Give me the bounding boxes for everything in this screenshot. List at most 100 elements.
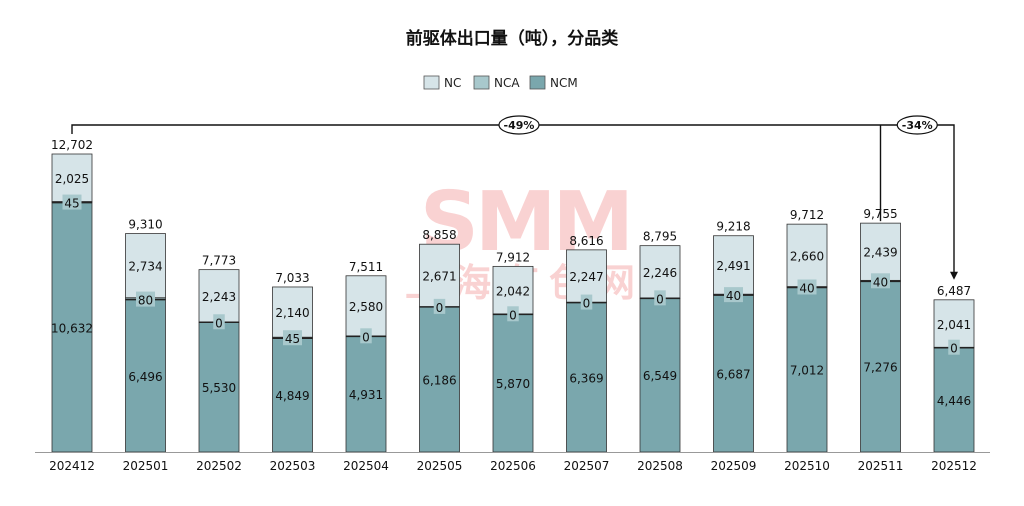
bar-nc-202502 — [198, 269, 240, 323]
label-nc-202503: 2,140 — [275, 306, 309, 320]
label-bg-nca — [724, 287, 743, 303]
bar-group-202503: 4,849 45 2,140 7,033 — [272, 271, 313, 453]
label-ncm-202504: 4,931 — [349, 388, 383, 402]
bar-ncm-202502 — [198, 321, 240, 453]
label-nca-202507: 0 — [583, 297, 591, 311]
label-ncm-202502: 5,530 — [202, 381, 236, 395]
bar-group-202412: 10,632 45 2,025 12,702 — [51, 138, 93, 453]
x-tick-202501: 202501 — [123, 459, 169, 473]
x-tick-202503: 202503 — [270, 459, 316, 473]
label-bg-nca — [507, 306, 519, 322]
label-total-202506: 7,912 — [496, 250, 530, 264]
bar-ncm-202511 — [860, 280, 901, 453]
bar-nc-202510 — [786, 223, 828, 287]
label-total-202509: 9,218 — [716, 220, 750, 234]
bars: 10,632 45 2,025 12,702 6,496 80 2,734 9,310 5,53… — [51, 138, 975, 453]
label-nc-202502: 2,243 — [202, 290, 236, 304]
label-total-202502: 7,773 — [202, 254, 236, 268]
label-total-202512: 6,487 — [937, 284, 971, 298]
legend-swatch-nc — [423, 75, 440, 90]
label-bg-nca — [213, 314, 225, 330]
x-tick-202507: 202507 — [564, 459, 610, 473]
label-bg-nca — [136, 291, 155, 307]
label-ncm-202505: 6,186 — [422, 373, 456, 387]
label-bg-nca — [360, 328, 372, 344]
bar-nc-202505 — [419, 243, 460, 308]
legend-label-ncm: NCM — [550, 76, 578, 90]
label-nc-202512: 2,041 — [937, 318, 971, 332]
bar-group-202512: 4,446 0 2,041 6,487 — [933, 284, 975, 453]
label-bg-nca — [871, 273, 890, 289]
bar-group-202501: 6,496 80 2,734 9,310 — [125, 218, 166, 453]
label-ncm-202511: 7,276 — [863, 361, 897, 375]
legend-swatch-nca — [473, 75, 490, 90]
x-tick-labels: 202412 202501 202502 202503 202504 202505 2025… — [49, 459, 977, 473]
label-ncm-202506: 5,870 — [496, 377, 530, 391]
label-total-202508: 8,795 — [643, 230, 677, 244]
bar-group-202505: 6,186 0 2,671 8,858 — [419, 228, 460, 453]
label-nca-202512: 0 — [950, 342, 958, 356]
annotation-label-1: -34% — [902, 119, 933, 132]
bar-nc-202508 — [639, 245, 681, 299]
label-nca-202501: 80 — [138, 294, 153, 308]
bar-ncm-202507 — [566, 302, 607, 453]
bar-group-202502: 5,530 0 2,243 7,773 — [198, 254, 240, 453]
legend-label-nca: NCA — [494, 76, 520, 90]
label-total-202510: 9,712 — [790, 208, 824, 222]
bar-ncm-202505 — [419, 306, 460, 453]
label-nc-202412: 2,025 — [55, 172, 89, 186]
label-nc-202511: 2,439 — [863, 246, 897, 260]
legend-label-nc: NC — [444, 76, 461, 90]
label-nca-202503: 45 — [285, 332, 300, 346]
x-tick-202505: 202505 — [417, 459, 463, 473]
label-nca-202412: 45 — [64, 197, 79, 211]
bar-group-202508: 6,549 0 2,246 8,795 — [639, 230, 681, 453]
x-tick-202512: 202512 — [931, 459, 977, 473]
bar-nc-202412 — [51, 153, 93, 202]
arrow-head-icon — [950, 271, 958, 280]
x-tick-202508: 202508 — [637, 459, 683, 473]
label-nc-202505: 2,671 — [422, 270, 456, 284]
annotation-bubble — [498, 115, 540, 135]
bar-nc-202501 — [125, 233, 166, 299]
label-bg-nca — [797, 279, 817, 295]
label-ncm-202412: 10,632 — [51, 321, 93, 335]
chart-title: 前驱体出口量（吨），分品类 — [406, 28, 619, 49]
label-nc-202508: 2,246 — [643, 266, 677, 280]
bar-ncm-202501 — [125, 299, 166, 453]
annotation-label-0: -49% — [504, 119, 535, 132]
label-nca-202502: 0 — [215, 316, 223, 330]
label-ncm-202507: 6,369 — [569, 371, 603, 385]
bar-group-202507: 6,369 0 2,247 8,616 — [566, 234, 607, 453]
label-ncm-202509: 6,687 — [716, 368, 750, 382]
label-nca-202504: 0 — [362, 330, 370, 344]
label-bg-nca — [283, 330, 302, 346]
bar-nc-202507 — [566, 249, 607, 303]
label-ncm-202508: 6,549 — [643, 369, 677, 383]
x-tick-202506: 202506 — [490, 459, 536, 473]
bar-ncm-202512 — [933, 347, 975, 453]
label-bg-nca — [948, 339, 960, 355]
bar-nc-202511 — [860, 222, 901, 281]
annotations: -49% -34% — [71, 115, 958, 280]
label-nc-202507: 2,247 — [569, 270, 603, 284]
bar-group-202504: 4,931 0 2,580 7,511 — [345, 260, 387, 453]
x-tick-202412: 202412 — [49, 459, 95, 473]
label-total-202504: 7,511 — [349, 260, 383, 274]
bar-ncm-202510 — [786, 287, 828, 453]
label-bg-nca — [654, 290, 666, 306]
label-total-202505: 8,858 — [422, 228, 456, 242]
bar-ncm-202503 — [272, 337, 313, 453]
label-nc-202504: 2,580 — [349, 300, 383, 314]
label-nc-202501: 2,734 — [128, 260, 162, 274]
x-tick-202509: 202509 — [711, 459, 757, 473]
label-ncm-202512: 4,446 — [937, 394, 971, 408]
annotation-bubble — [896, 115, 938, 135]
label-nca-202506: 0 — [509, 308, 517, 322]
label-ncm-202501: 6,496 — [128, 370, 162, 384]
label-nca-202510: 40 — [799, 281, 814, 295]
label-nc-202506: 2,042 — [496, 284, 530, 298]
label-nc-202509: 2,491 — [716, 259, 750, 273]
bar-group-202509: 6,687 40 2,491 9,218 — [713, 220, 754, 453]
